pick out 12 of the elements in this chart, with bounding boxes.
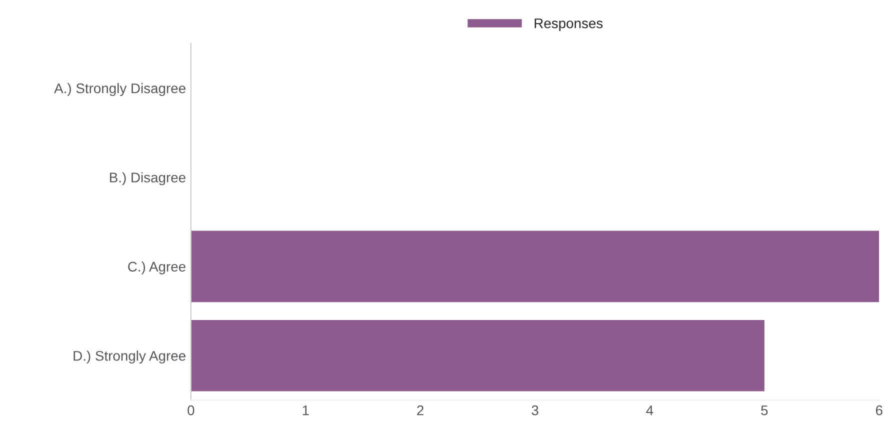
- x-tick-label: 0: [188, 405, 194, 416]
- y-tick-label: D.) Strongly Agree: [74, 350, 186, 364]
- x-tick-label: 6: [876, 405, 882, 416]
- y-tick-label: B.) Disagree: [110, 172, 186, 186]
- y-tick-label: A.) Strongly Disagree: [54, 83, 186, 96]
- legend-label: Responses: [534, 18, 603, 31]
- x-tick-label: 3: [532, 405, 538, 416]
- x-tick-label: 5: [761, 406, 768, 416]
- x-tick-label: 4: [646, 406, 654, 416]
- x-tick-label: 1: [302, 406, 309, 416]
- y-tick-label: C.) Agree: [128, 261, 186, 274]
- x-tick-label: 2: [417, 405, 424, 416]
